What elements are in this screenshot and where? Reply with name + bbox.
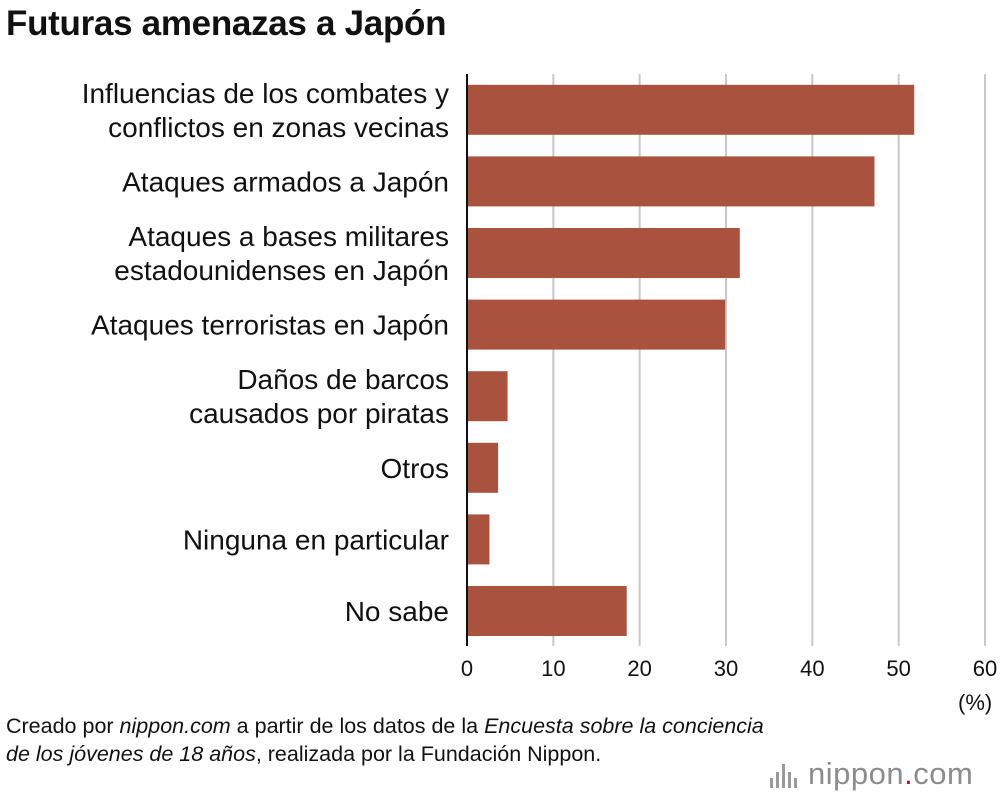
bar	[467, 156, 875, 207]
bar	[467, 228, 740, 278]
bar	[467, 586, 627, 636]
source-mid: a partir de los datos de la	[230, 714, 485, 738]
category-label: Influencias de los combates y conflictos …	[82, 78, 449, 143]
bars	[467, 84, 915, 636]
source-site: nippon.com	[119, 714, 231, 738]
x-tick-label: 40	[800, 656, 824, 681]
bar	[467, 371, 508, 422]
bar	[467, 514, 490, 565]
category-label: Ataques terroristas en Japón	[91, 310, 449, 341]
source-suffix: , realizada por la Fundación Nippon.	[255, 742, 602, 766]
bar	[467, 299, 726, 350]
category-label: Daños de barcos causados por piratas	[189, 364, 449, 429]
category-label: Ninguna en particular	[183, 524, 449, 555]
x-tick-label: 60	[973, 656, 997, 681]
source-prefix: Creado por	[6, 714, 120, 738]
x-tick-label: 20	[627, 656, 651, 681]
chart-title: Futuras amenazas a Japón	[6, 4, 447, 43]
x-tick-labels: 0 10 20 30 40 50 60	[461, 656, 997, 681]
x-tick-label: 0	[461, 656, 473, 681]
bar	[467, 442, 499, 493]
bar-chart: Influencias de los combates y conflictos …	[82, 74, 997, 681]
category-labels: Influencias de los combates y conflictos …	[82, 78, 449, 627]
logo-text: nippon.com	[808, 756, 974, 791]
x-tick-label: 30	[714, 656, 738, 681]
category-label: Ataques a bases militares estadounidenses…	[114, 221, 449, 286]
category-label: No sabe	[345, 596, 449, 627]
unit-label: (%)	[958, 690, 993, 715]
source-note: Creado por nippon.com a partir de los da…	[6, 712, 766, 768]
x-tick-label: 50	[886, 656, 910, 681]
nippon-logo: nippon.com	[770, 756, 998, 794]
bar	[467, 84, 915, 135]
source-survey: Encuesta sobre la conciencia de los jóve…	[6, 714, 764, 766]
x-tick-label: 10	[541, 656, 565, 681]
category-label: Ataques armados a Japón	[122, 166, 449, 197]
category-label: Otros	[381, 453, 449, 484]
